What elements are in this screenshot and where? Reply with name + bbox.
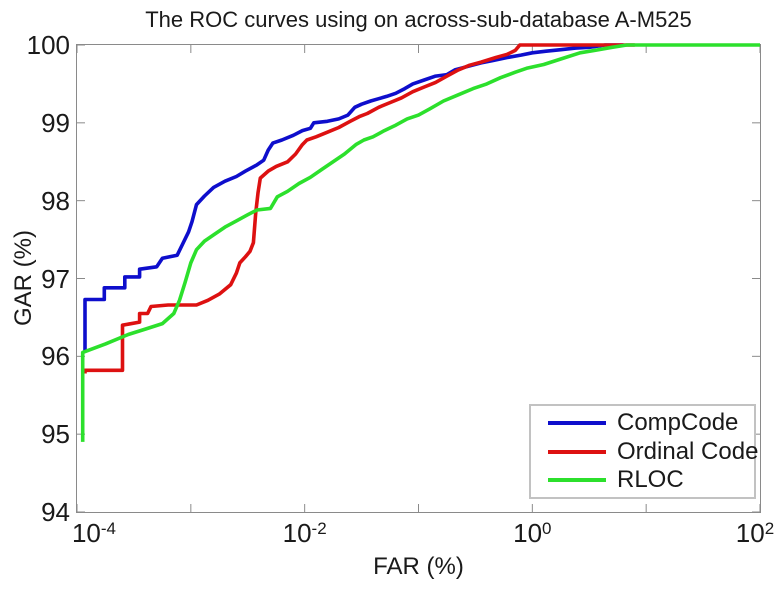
- roc-curve-rloc: [80, 43, 760, 442]
- y-tick-label-98: 98: [41, 185, 70, 216]
- y-tick-label-95: 95: [41, 419, 70, 450]
- y-axis-label: GAR (%): [10, 230, 37, 326]
- y-tick-label-100: 100: [26, 30, 70, 60]
- y-tick-label-94: 94: [41, 497, 70, 527]
- legend-item-ordinal-code: Ordinal Code: [531, 438, 758, 466]
- legend-label: RLOC: [617, 466, 684, 494]
- legend-label: CompCode: [617, 408, 739, 436]
- legend-label: Ordinal Code: [617, 437, 759, 465]
- x-tick-label-10e-4: 10-4: [71, 518, 117, 548]
- ordinal-code-line-sample-icon: [548, 449, 606, 454]
- y-tick-label-97: 97: [41, 263, 70, 294]
- y-tick-label-96: 96: [41, 341, 70, 372]
- chart-title: The ROC curves using on across-sub-datab…: [145, 7, 692, 32]
- x-tick-label-10e0: 100: [513, 518, 552, 548]
- legend-item-rloc: RLOC: [531, 466, 754, 494]
- roc-curve-ordinal-code: [83, 43, 635, 374]
- x-axis-label: FAR (%): [373, 553, 464, 580]
- legend: CompCode Ordinal Code RLOC: [529, 404, 758, 499]
- x-tick-label-10e2: 102: [735, 518, 775, 548]
- compcode-line-sample-icon: [548, 420, 606, 425]
- x-tick-label-10e-2: 10-2: [282, 518, 327, 548]
- y-tick-label-99: 99: [41, 107, 70, 138]
- legend-item-compcode: CompCode: [531, 409, 754, 437]
- rloc-line-sample-icon: [548, 478, 606, 483]
- roc-curves-canvas: [76, 43, 761, 513]
